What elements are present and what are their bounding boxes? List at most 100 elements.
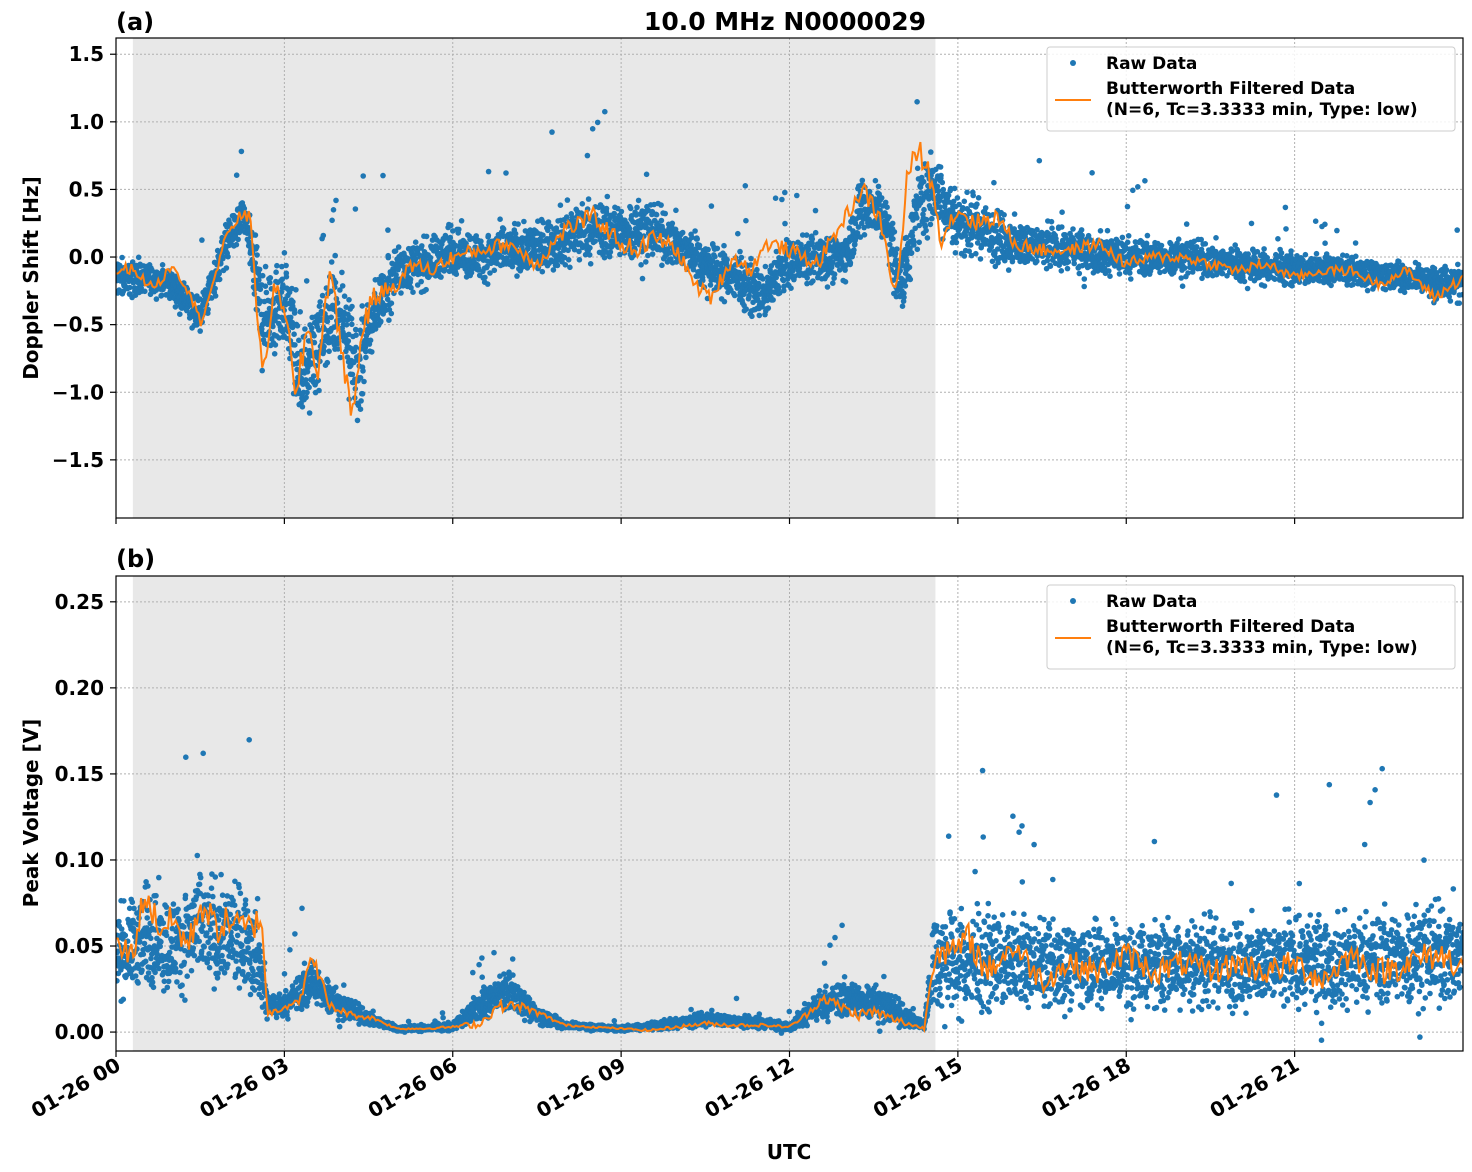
raw-data-point: [776, 290, 783, 296]
raw-data-point: [328, 314, 335, 321]
raw-data-point: [690, 266, 697, 273]
raw-data-point: [1312, 218, 1319, 224]
raw-data-point: [497, 216, 503, 222]
raw-data-point: [238, 148, 245, 155]
raw-data-point: [645, 252, 651, 259]
raw-data-point: [273, 269, 279, 276]
raw-data-point: [708, 203, 715, 209]
raw-data-point: [1107, 273, 1113, 280]
raw-data-point: [1078, 227, 1085, 233]
raw-data-point: [1179, 283, 1186, 290]
raw-data-points: [116, 99, 1463, 424]
raw-data-point: [993, 228, 999, 234]
raw-data-point: [775, 263, 781, 269]
raw-data-point: [626, 225, 633, 232]
raw-data-point: [950, 198, 957, 205]
raw-data-point: [503, 170, 509, 176]
raw-data-point: [256, 266, 263, 273]
raw-data-point: [939, 179, 946, 186]
raw-data-point: [1124, 203, 1131, 210]
raw-data-point: [811, 269, 817, 276]
raw-data-point: [448, 222, 454, 229]
raw-data-point: [1106, 268, 1112, 274]
raw-data-point: [352, 206, 359, 212]
raw-data-point: [339, 283, 346, 289]
raw-data-point: [643, 259, 649, 265]
raw-data-point: [906, 264, 913, 271]
raw-data-point: [724, 256, 730, 263]
raw-data-point: [937, 164, 944, 170]
raw-data-point: [316, 303, 323, 310]
raw-data-point: [357, 375, 364, 381]
raw-data-point: [746, 292, 752, 299]
raw-data-point: [545, 227, 551, 234]
raw-data-point: [135, 254, 142, 261]
raw-data-point: [539, 268, 546, 275]
raw-data-point: [875, 183, 882, 190]
raw-data-point: [270, 323, 276, 330]
raw-data-point: [794, 192, 800, 199]
raw-data-point: [991, 179, 997, 186]
raw-data-point: [614, 205, 621, 212]
raw-data-point: [259, 272, 266, 279]
raw-data-point: [216, 270, 222, 277]
raw-data-point: [333, 197, 339, 204]
raw-data-point: [159, 262, 166, 268]
raw-data-point: [257, 286, 264, 293]
raw-data-point: [1313, 250, 1320, 257]
raw-data-point: [1334, 227, 1340, 234]
raw-data-point: [326, 348, 332, 355]
raw-data-point: [349, 321, 355, 328]
raw-data-point: [324, 359, 331, 366]
raw-data-point: [216, 276, 223, 283]
raw-data-point: [812, 229, 819, 236]
raw-data-point: [770, 297, 776, 303]
raw-data-point: [353, 344, 359, 351]
raw-data-point: [743, 306, 749, 312]
raw-data-point: [594, 119, 601, 126]
raw-data-point: [923, 216, 930, 223]
raw-data-point: [810, 278, 816, 284]
raw-data-point: [253, 244, 260, 250]
raw-data-point: [705, 246, 711, 253]
raw-data-point: [721, 298, 728, 305]
panel-label-a: (a): [116, 8, 154, 36]
raw-data-point: [484, 263, 490, 270]
raw-data-point: [410, 289, 416, 296]
raw-data-point: [484, 281, 491, 287]
raw-data-point: [854, 230, 861, 236]
raw-data-point: [303, 278, 310, 284]
raw-data-point: [345, 338, 352, 344]
raw-data-point: [586, 252, 593, 258]
raw-data-point: [1011, 211, 1018, 217]
raw-data-point: [1322, 240, 1328, 246]
raw-data-point: [1248, 220, 1255, 227]
raw-data-point: [937, 204, 943, 210]
raw-data-point: [829, 259, 836, 266]
raw-data-point: [512, 230, 519, 237]
raw-data-point: [567, 264, 573, 271]
raw-data-point: [361, 378, 367, 385]
raw-data-point: [372, 326, 379, 332]
raw-data-point: [805, 246, 812, 253]
raw-data-point: [491, 267, 498, 274]
raw-data-point: [953, 239, 960, 246]
raw-data-point: [303, 377, 309, 383]
raw-data-point: [995, 259, 1001, 266]
raw-data-point: [315, 377, 322, 384]
raw-data-point: [760, 276, 766, 282]
raw-data-point: [935, 188, 942, 194]
raw-data-point: [997, 234, 1004, 240]
raw-data-point: [388, 310, 395, 317]
raw-data-point: [954, 195, 961, 201]
raw-data-point: [1089, 170, 1095, 176]
raw-data-point: [945, 192, 952, 199]
raw-data-point: [358, 398, 364, 404]
raw-data-point: [1302, 251, 1309, 258]
raw-data-point: [153, 296, 160, 302]
raw-data-point: [1001, 212, 1007, 218]
raw-data-point: [294, 323, 301, 329]
raw-data-point: [836, 267, 843, 273]
raw-data-point: [303, 394, 309, 401]
raw-data-point: [360, 173, 367, 179]
